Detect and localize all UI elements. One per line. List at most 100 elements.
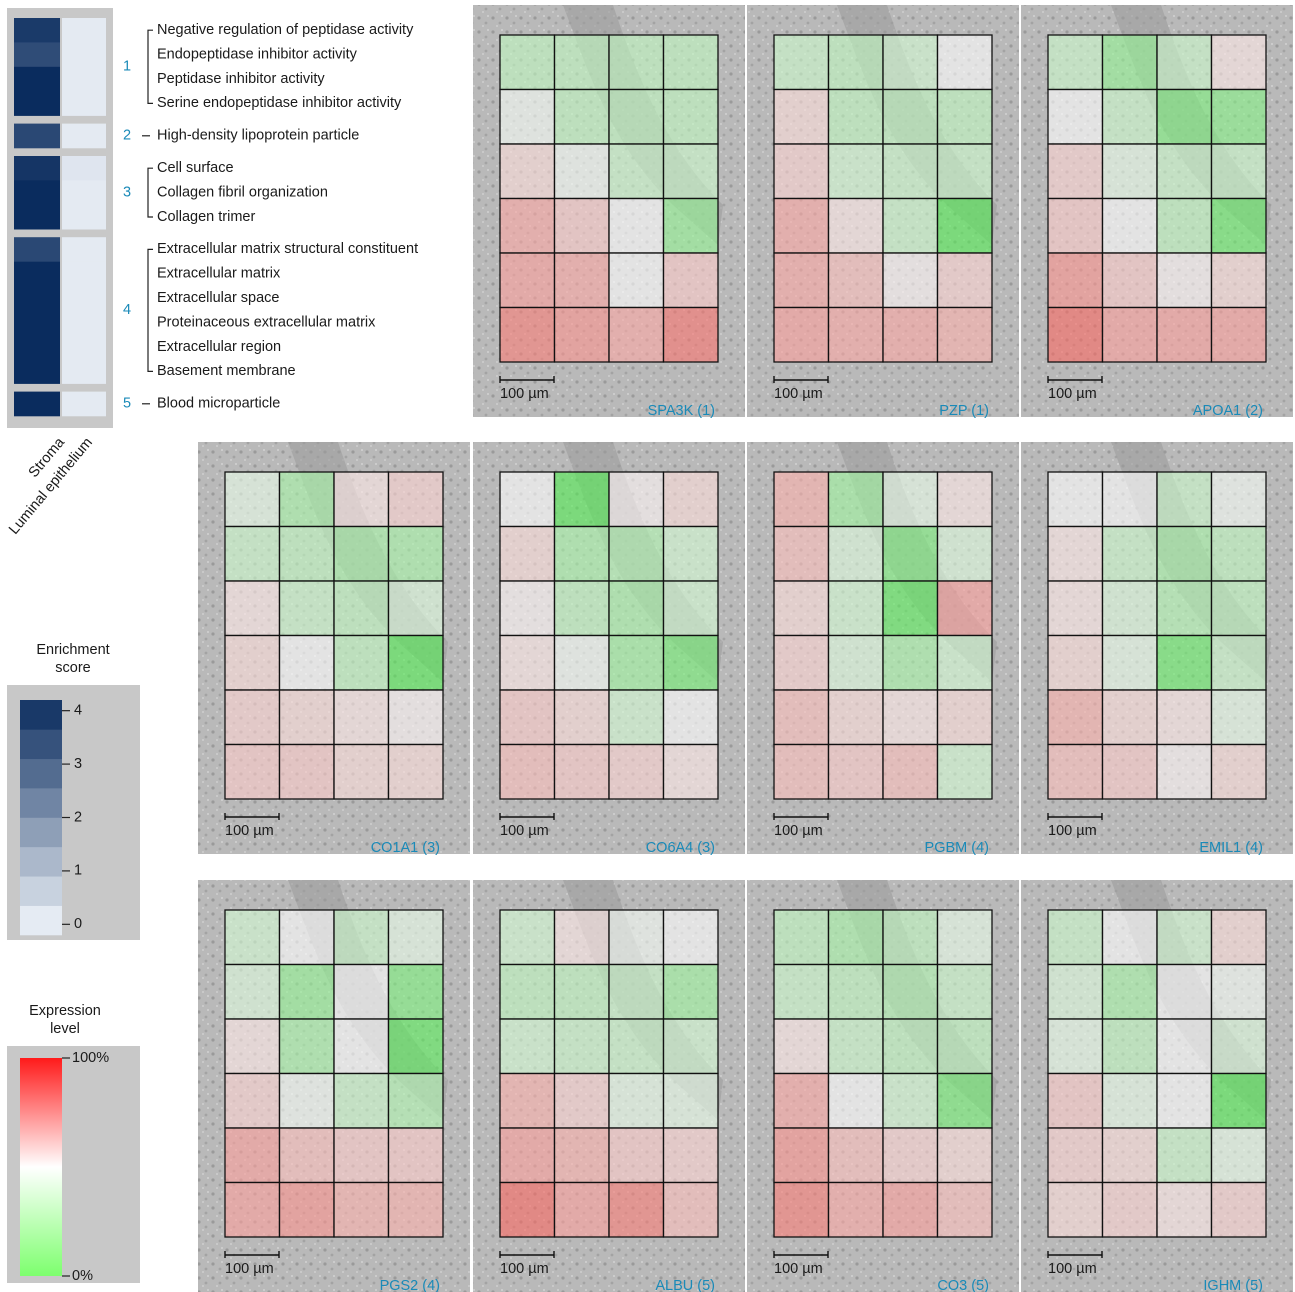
grid-cell [609, 745, 664, 800]
grid-cell [500, 1019, 555, 1074]
grid-cell [225, 472, 280, 527]
grid-cell [1048, 253, 1103, 308]
grid-cell [938, 527, 993, 582]
grid-cell [664, 636, 719, 691]
grid-cell [389, 745, 444, 800]
term-label: Negative regulation of peptidase activit… [157, 22, 414, 38]
grid-cell [555, 253, 610, 308]
grid-cell [774, 527, 829, 582]
scale-bar-label: 100 µm [225, 823, 274, 839]
legend-title: level [50, 1021, 80, 1037]
grid-cell [1103, 1183, 1158, 1238]
grid-cell [389, 1183, 444, 1238]
grid-cell [555, 581, 610, 636]
grid-cell [389, 581, 444, 636]
grid-cell [664, 472, 719, 527]
term-label: High-density lipoprotein particle [157, 128, 359, 144]
grid-cell [829, 144, 884, 199]
grid-cell [1048, 910, 1103, 965]
grid-cell [609, 636, 664, 691]
grid-cell [609, 144, 664, 199]
grid-cell [1212, 35, 1267, 90]
legend-tick-label: 1 [74, 863, 82, 879]
grid-cell [1103, 1074, 1158, 1129]
heatmap-cell [14, 335, 60, 360]
grid-cell [883, 690, 938, 745]
term-label: Extracellular region [157, 339, 281, 355]
grid-cell [500, 253, 555, 308]
label-strip [1021, 854, 1293, 868]
grid-cell [1048, 90, 1103, 145]
panel-label: EMIL1 (4) [1199, 840, 1263, 856]
heatmap-cell [62, 205, 106, 230]
grid-cell [1048, 965, 1103, 1020]
grid-cell [1212, 1074, 1267, 1129]
term-label: Proteinaceous extracellular matrix [157, 314, 376, 330]
grid-cell [774, 144, 829, 199]
grid-cell [1157, 1128, 1212, 1183]
grid-cell [225, 1128, 280, 1183]
grid-cell [1103, 35, 1158, 90]
bracket [148, 249, 153, 371]
grid-cell [225, 965, 280, 1020]
heatmap-cell [62, 359, 106, 384]
grid-cell [500, 1128, 555, 1183]
grid-cell [829, 472, 884, 527]
grid-cell [280, 581, 335, 636]
grid-cell [1048, 1019, 1103, 1074]
grid-cell [1157, 308, 1212, 363]
grid-cell [829, 199, 884, 254]
grid-cell [774, 581, 829, 636]
grid-cell [334, 910, 389, 965]
grid-cell [1212, 581, 1267, 636]
grid-cell [280, 1128, 335, 1183]
grid-cell [774, 472, 829, 527]
label-strip [473, 854, 745, 868]
grid-cell [938, 581, 993, 636]
grid-cell [1212, 472, 1267, 527]
scale-bar-label: 100 µm [774, 1261, 823, 1277]
grid-cell [829, 581, 884, 636]
grid-cell [1103, 472, 1158, 527]
heatmap-cell [62, 67, 106, 92]
expression-gradient [20, 1058, 62, 1276]
grid-cell [1103, 527, 1158, 582]
grid-cell [1048, 472, 1103, 527]
grid-cell [664, 1183, 719, 1238]
legend-tick-label: 100% [72, 1050, 109, 1066]
grid-cell [334, 527, 389, 582]
term-label: Serine endopeptidase inhibitor activity [157, 95, 402, 111]
group-number: 2 [123, 128, 131, 144]
grid-cell [1048, 1183, 1103, 1238]
term-label: Endopeptidase inhibitor activity [157, 46, 358, 62]
legend-band [20, 847, 62, 877]
grid-cell [829, 1074, 884, 1129]
grid-cell [883, 636, 938, 691]
grid-cell [938, 253, 993, 308]
panel: 100 µmAPOA1 (2) [1021, 5, 1293, 431]
panel-label: SPA3K (1) [648, 403, 715, 419]
grid-cell [500, 1074, 555, 1129]
grid-cell [829, 910, 884, 965]
legend-band [20, 729, 62, 759]
panel-label: PZP (1) [939, 403, 989, 419]
scale-bar-label: 100 µm [225, 1261, 274, 1277]
heatmap-cell [62, 335, 106, 360]
panel: 100 µmPGBM (4) [747, 442, 1019, 868]
grid-cell [829, 636, 884, 691]
grid-cell [774, 745, 829, 800]
panel-label: PGBM (4) [925, 840, 989, 856]
grid-cell [938, 1074, 993, 1129]
heatmap-cell [14, 359, 60, 384]
term-label: Collagen trimer [157, 209, 255, 225]
grid-cell [883, 1074, 938, 1129]
legend-tick-label: 0 [74, 916, 82, 932]
grid-cell [774, 90, 829, 145]
heatmap-cell [14, 180, 60, 205]
group-number: 3 [123, 184, 131, 200]
grid-cell [1103, 910, 1158, 965]
legend-title: Expression [29, 1003, 101, 1019]
term-label: Basement membrane [157, 363, 296, 379]
grid-cell [883, 1019, 938, 1074]
heatmap-cell [14, 310, 60, 335]
